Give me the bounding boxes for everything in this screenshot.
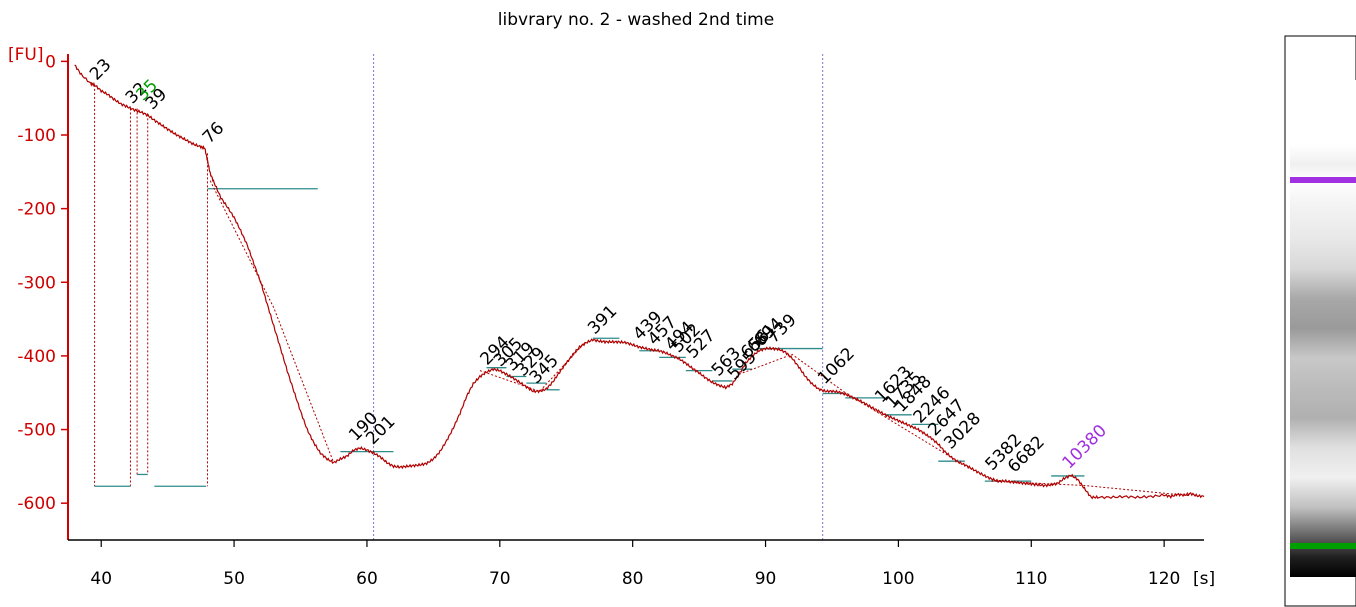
gel-lower-marker-band xyxy=(1290,543,1356,549)
y-tick-label: -200 xyxy=(17,200,56,220)
gel-upper-marker-band xyxy=(1290,177,1356,183)
x-tick-label: 50 xyxy=(223,569,245,589)
x-tick-label: 40 xyxy=(90,569,112,589)
x-tick-label: 120 xyxy=(1148,569,1180,589)
x-tick-label: 90 xyxy=(755,569,777,589)
x-tick-label: 100 xyxy=(882,569,914,589)
fit-line xyxy=(738,353,952,458)
gel-lane-bands xyxy=(1290,80,1356,577)
peak-label: 391 xyxy=(584,301,621,338)
y-tick-label: -600 xyxy=(17,494,56,514)
y-tick-label: -100 xyxy=(17,126,56,146)
axes xyxy=(67,54,1204,541)
y-tick-label: -500 xyxy=(17,421,56,441)
chart-title: libvrary no. 2 - washed 2nd time xyxy=(498,10,774,30)
x-tick-label: 80 xyxy=(622,569,644,589)
peak-drop-lines xyxy=(94,84,209,487)
y-tick-label: -400 xyxy=(17,347,56,367)
y-axis-label: [FU] xyxy=(8,45,44,65)
fit-line xyxy=(991,480,1191,497)
peak-label: 1062 xyxy=(814,344,859,389)
fit-line xyxy=(209,180,335,463)
fit-line xyxy=(479,340,587,392)
trace-line xyxy=(74,64,1205,500)
peak-label: 76 xyxy=(199,118,228,147)
marker-lines xyxy=(373,54,824,540)
x-tick-label: 70 xyxy=(489,569,511,589)
x-tick-label: 60 xyxy=(356,569,378,589)
x-axis-label: [s] xyxy=(1193,569,1215,589)
y-tick-label: 0 xyxy=(45,52,56,72)
y-tick-label: -300 xyxy=(17,273,56,293)
x-ticks: 40 50 60 70 80 90 100 110 120 xyxy=(90,540,1180,589)
peak-label: 23 xyxy=(86,55,115,84)
gel-lane xyxy=(1284,35,1356,607)
x-tick-label: 110 xyxy=(1015,569,1047,589)
trace xyxy=(74,64,1205,500)
y-ticks: 0 -100 -200 -300 -400 -500 -600 xyxy=(17,52,68,514)
peak-label: 10380 xyxy=(1059,421,1111,473)
dotted-fits xyxy=(209,180,1191,497)
